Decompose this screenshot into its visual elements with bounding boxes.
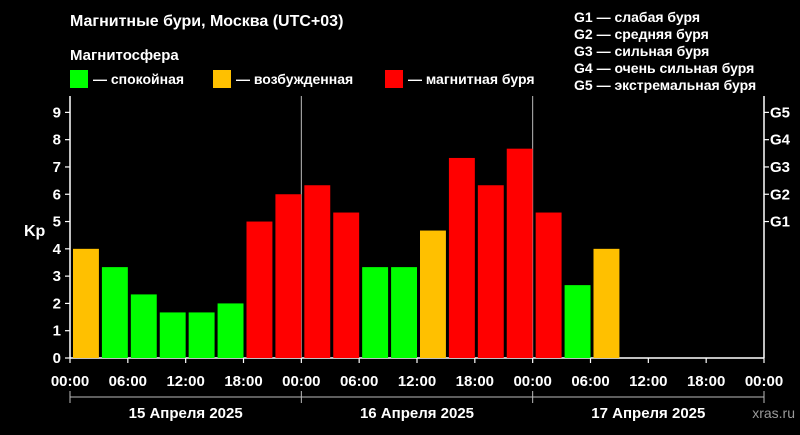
x-tick-label-10: 12:00	[629, 373, 667, 390]
bar-16	[535, 212, 562, 358]
x-tick-label-0: 00:00	[51, 373, 89, 390]
y-tick-label-5: 5	[53, 214, 61, 231]
y-tick-label-1: 1	[53, 323, 61, 340]
x-tick-label-12: 00:00	[745, 373, 783, 390]
storm-scale-item-3: G4 — очень сильная буря	[574, 60, 754, 76]
x-tick-label-4: 00:00	[282, 373, 320, 390]
x-tick-label-6: 12:00	[398, 373, 436, 390]
bar-17	[564, 285, 591, 358]
storm-scale-item-2: G3 — сильная буря	[574, 43, 709, 59]
bar-6	[246, 221, 273, 358]
bar-3	[159, 312, 186, 358]
bar-11	[391, 267, 417, 358]
x-tick-label-2: 12:00	[166, 373, 204, 390]
x-tick-label-7: 18:00	[456, 373, 494, 390]
g-tick-label-0: G1	[770, 214, 790, 231]
y-tick-label-2: 2	[53, 295, 61, 312]
chart-title: Магнитные бури, Москва (UTC+03)	[70, 13, 343, 30]
y-tick-label-0: 0	[53, 350, 61, 367]
y-tick-label-4: 4	[53, 241, 62, 258]
bar-14	[477, 185, 504, 358]
bar-4	[188, 312, 215, 358]
g-tick-label-2: G3	[770, 159, 790, 176]
bar-12	[420, 230, 446, 358]
y-tick-label-7: 7	[53, 159, 61, 176]
bar-18	[593, 248, 620, 358]
legend-label-1: — возбужденная	[236, 71, 353, 87]
legend-swatch-0	[70, 70, 88, 88]
x-tick-label-11: 18:00	[687, 373, 725, 390]
watermark-text: xras.ru	[752, 405, 795, 421]
bar-9	[333, 212, 360, 358]
y-tick-label-9: 9	[53, 104, 61, 121]
bar-10	[362, 267, 389, 358]
x-tick-label-9: 06:00	[571, 373, 609, 390]
storm-scale-item-4: G5 — экстремальная буря	[574, 77, 756, 93]
g-tick-label-3: G4	[770, 132, 791, 149]
storm-scale-item-1: G2 — средняя буря	[574, 26, 709, 42]
bar-8	[304, 185, 331, 358]
x-tick-label-1: 06:00	[109, 373, 147, 390]
bar-5	[217, 303, 244, 358]
legend-title: Магнитосфера	[70, 47, 179, 64]
x-tick-label-5: 06:00	[340, 373, 378, 390]
x-tick-label-8: 00:00	[513, 373, 551, 390]
bar-0	[73, 248, 99, 358]
legend-swatch-1	[213, 70, 231, 88]
day-label-1: 16 Апреля 2025	[360, 405, 474, 422]
day-label-0: 15 Апреля 2025	[129, 405, 243, 422]
y-axis-label: Kp	[24, 223, 46, 240]
y-tick-label-3: 3	[53, 268, 61, 285]
bar-1	[101, 267, 128, 358]
legend-label-0: — спокойная	[93, 71, 184, 87]
g-tick-label-4: G5	[770, 104, 790, 121]
g-tick-label-1: G2	[770, 186, 790, 203]
x-tick-label-3: 18:00	[224, 373, 262, 390]
y-tick-label-8: 8	[53, 132, 61, 149]
legend-swatch-2	[385, 70, 403, 88]
bar-7	[275, 194, 302, 358]
bar-13	[448, 157, 475, 358]
day-label-2: 17 Апреля 2025	[591, 405, 705, 422]
y-tick-label-6: 6	[53, 186, 61, 203]
storm-scale-item-0: G1 — слабая буря	[574, 9, 700, 25]
bar-2	[130, 294, 157, 358]
bar-15	[506, 148, 533, 358]
legend-label-2: — магнитная буря	[408, 71, 535, 87]
